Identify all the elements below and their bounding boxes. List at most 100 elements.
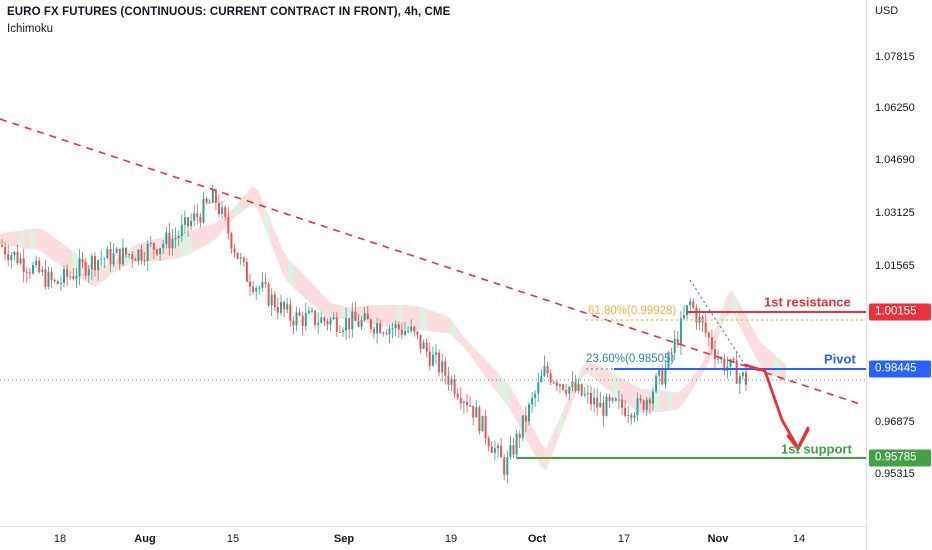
candle-body [230, 233, 233, 249]
candle-body [16, 251, 19, 264]
candle-body [382, 332, 385, 334]
candle-body [69, 276, 72, 278]
candle-body [329, 319, 332, 325]
cloud-segment [228, 207, 234, 225]
candle-body [717, 358, 720, 360]
price-chart[interactable] [0, 0, 866, 526]
candle-body [298, 312, 301, 316]
candle-body [422, 342, 425, 349]
cloud-segment [258, 190, 264, 226]
time-tick: 19 [444, 533, 458, 545]
candle-body [289, 304, 292, 321]
support-price-tag: 0.95785 [869, 449, 931, 467]
candle-body [177, 235, 180, 239]
candle-body [63, 269, 65, 283]
cloud-segment [180, 232, 186, 259]
cloud-segment [612, 372, 618, 398]
candle-body [335, 317, 338, 332]
candle-body [4, 246, 7, 255]
candle-body [84, 261, 87, 276]
cloud-segment [36, 228, 42, 252]
time-tick: 14 [792, 533, 806, 545]
candle-body [459, 397, 462, 404]
candle-body [506, 457, 509, 475]
candle-body [546, 366, 549, 374]
candle-body [100, 259, 103, 261]
cloud-segment [102, 263, 108, 282]
cloud-segment [540, 441, 546, 471]
candle-body [35, 260, 38, 266]
indicator-label[interactable]: Ichimoku [7, 23, 54, 35]
cloud-segment [690, 372, 696, 394]
cloud-segment [468, 341, 474, 361]
candle-body [280, 302, 282, 313]
candle-body [218, 202, 220, 215]
candle-body [115, 248, 118, 253]
cloud-segment [318, 289, 324, 315]
cloud-segment [12, 230, 18, 248]
cloud-segment [450, 317, 456, 340]
candle-body [125, 247, 127, 255]
candle-body [425, 342, 428, 352]
candle-body [286, 304, 289, 310]
cloud-segment [390, 304, 396, 329]
time-tick: Sep [333, 533, 355, 545]
candle-body [481, 415, 484, 432]
candle-body [500, 445, 503, 458]
candle-body [410, 326, 413, 332]
candle-body [348, 318, 351, 330]
price-tick: 0.96875 [875, 416, 915, 428]
cloud-segment [756, 334, 762, 368]
candle-body [87, 269, 90, 276]
cloud-segment [378, 304, 384, 327]
candle-body [397, 324, 400, 330]
cloud-segment [384, 304, 390, 328]
candle-body [571, 381, 574, 387]
time-axis[interactable]: 18 Aug 15 Sep 19 Oct 17 Nov 14 [0, 526, 866, 550]
cloud-segment [210, 222, 216, 243]
candle-body [264, 282, 267, 284]
candle-body [121, 247, 124, 265]
cloud-segment [534, 430, 540, 465]
cloud-segment [456, 325, 462, 346]
cloud-segment [96, 266, 102, 287]
candle-body [639, 398, 642, 401]
candle-body [407, 331, 410, 333]
candle-body [292, 320, 295, 326]
cloud-segment [288, 258, 294, 289]
candle-body [621, 399, 623, 408]
candle-body [187, 217, 189, 227]
time-tick: Aug [134, 533, 156, 545]
price-axis[interactable]: USD 1.07815 1.06250 1.04690 1.03125 1.01… [866, 0, 932, 550]
price-tick: 1.06250 [875, 102, 915, 114]
candle-body [400, 329, 403, 335]
candle-body [441, 361, 444, 373]
cloud-segment [678, 387, 684, 410]
cloud-segment [216, 217, 222, 239]
pivot-price-tag: 0.98445 [869, 360, 931, 378]
candle-body [156, 249, 158, 255]
candle-body [338, 331, 341, 333]
candle-body [112, 252, 115, 265]
candle-body [648, 399, 651, 404]
candle-body [394, 324, 397, 329]
candle-body [497, 445, 499, 449]
candle-body [32, 265, 34, 274]
cloud-segment [510, 385, 516, 421]
cloud-segment [654, 389, 660, 413]
candle-body [1, 244, 3, 247]
candle-body [363, 313, 366, 321]
candle-body [357, 320, 360, 327]
candle-body [252, 286, 255, 292]
cloud-segment [492, 366, 498, 394]
candle-body [152, 243, 155, 250]
candle-body [624, 407, 627, 416]
candle-body [528, 404, 530, 422]
candlesticks [1, 184, 747, 484]
time-tick: 17 [617, 533, 631, 545]
candle-body [487, 438, 490, 447]
chart-area[interactable]: EURO FX FUTURES (CONTINUOUS: CURRENT CON… [0, 0, 866, 526]
candle-body [493, 448, 496, 453]
candle-body [50, 271, 53, 280]
fib-236-label: 23.60%(0.98505) [586, 353, 675, 365]
